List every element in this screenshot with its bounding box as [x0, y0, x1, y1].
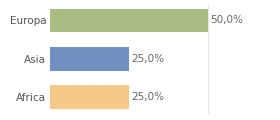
Text: 50,0%: 50,0%: [210, 15, 243, 25]
Bar: [50, 9, 209, 32]
Text: 25,0%: 25,0%: [131, 92, 164, 102]
Bar: [50, 47, 129, 71]
Bar: [50, 85, 129, 109]
Text: 25,0%: 25,0%: [131, 54, 164, 64]
